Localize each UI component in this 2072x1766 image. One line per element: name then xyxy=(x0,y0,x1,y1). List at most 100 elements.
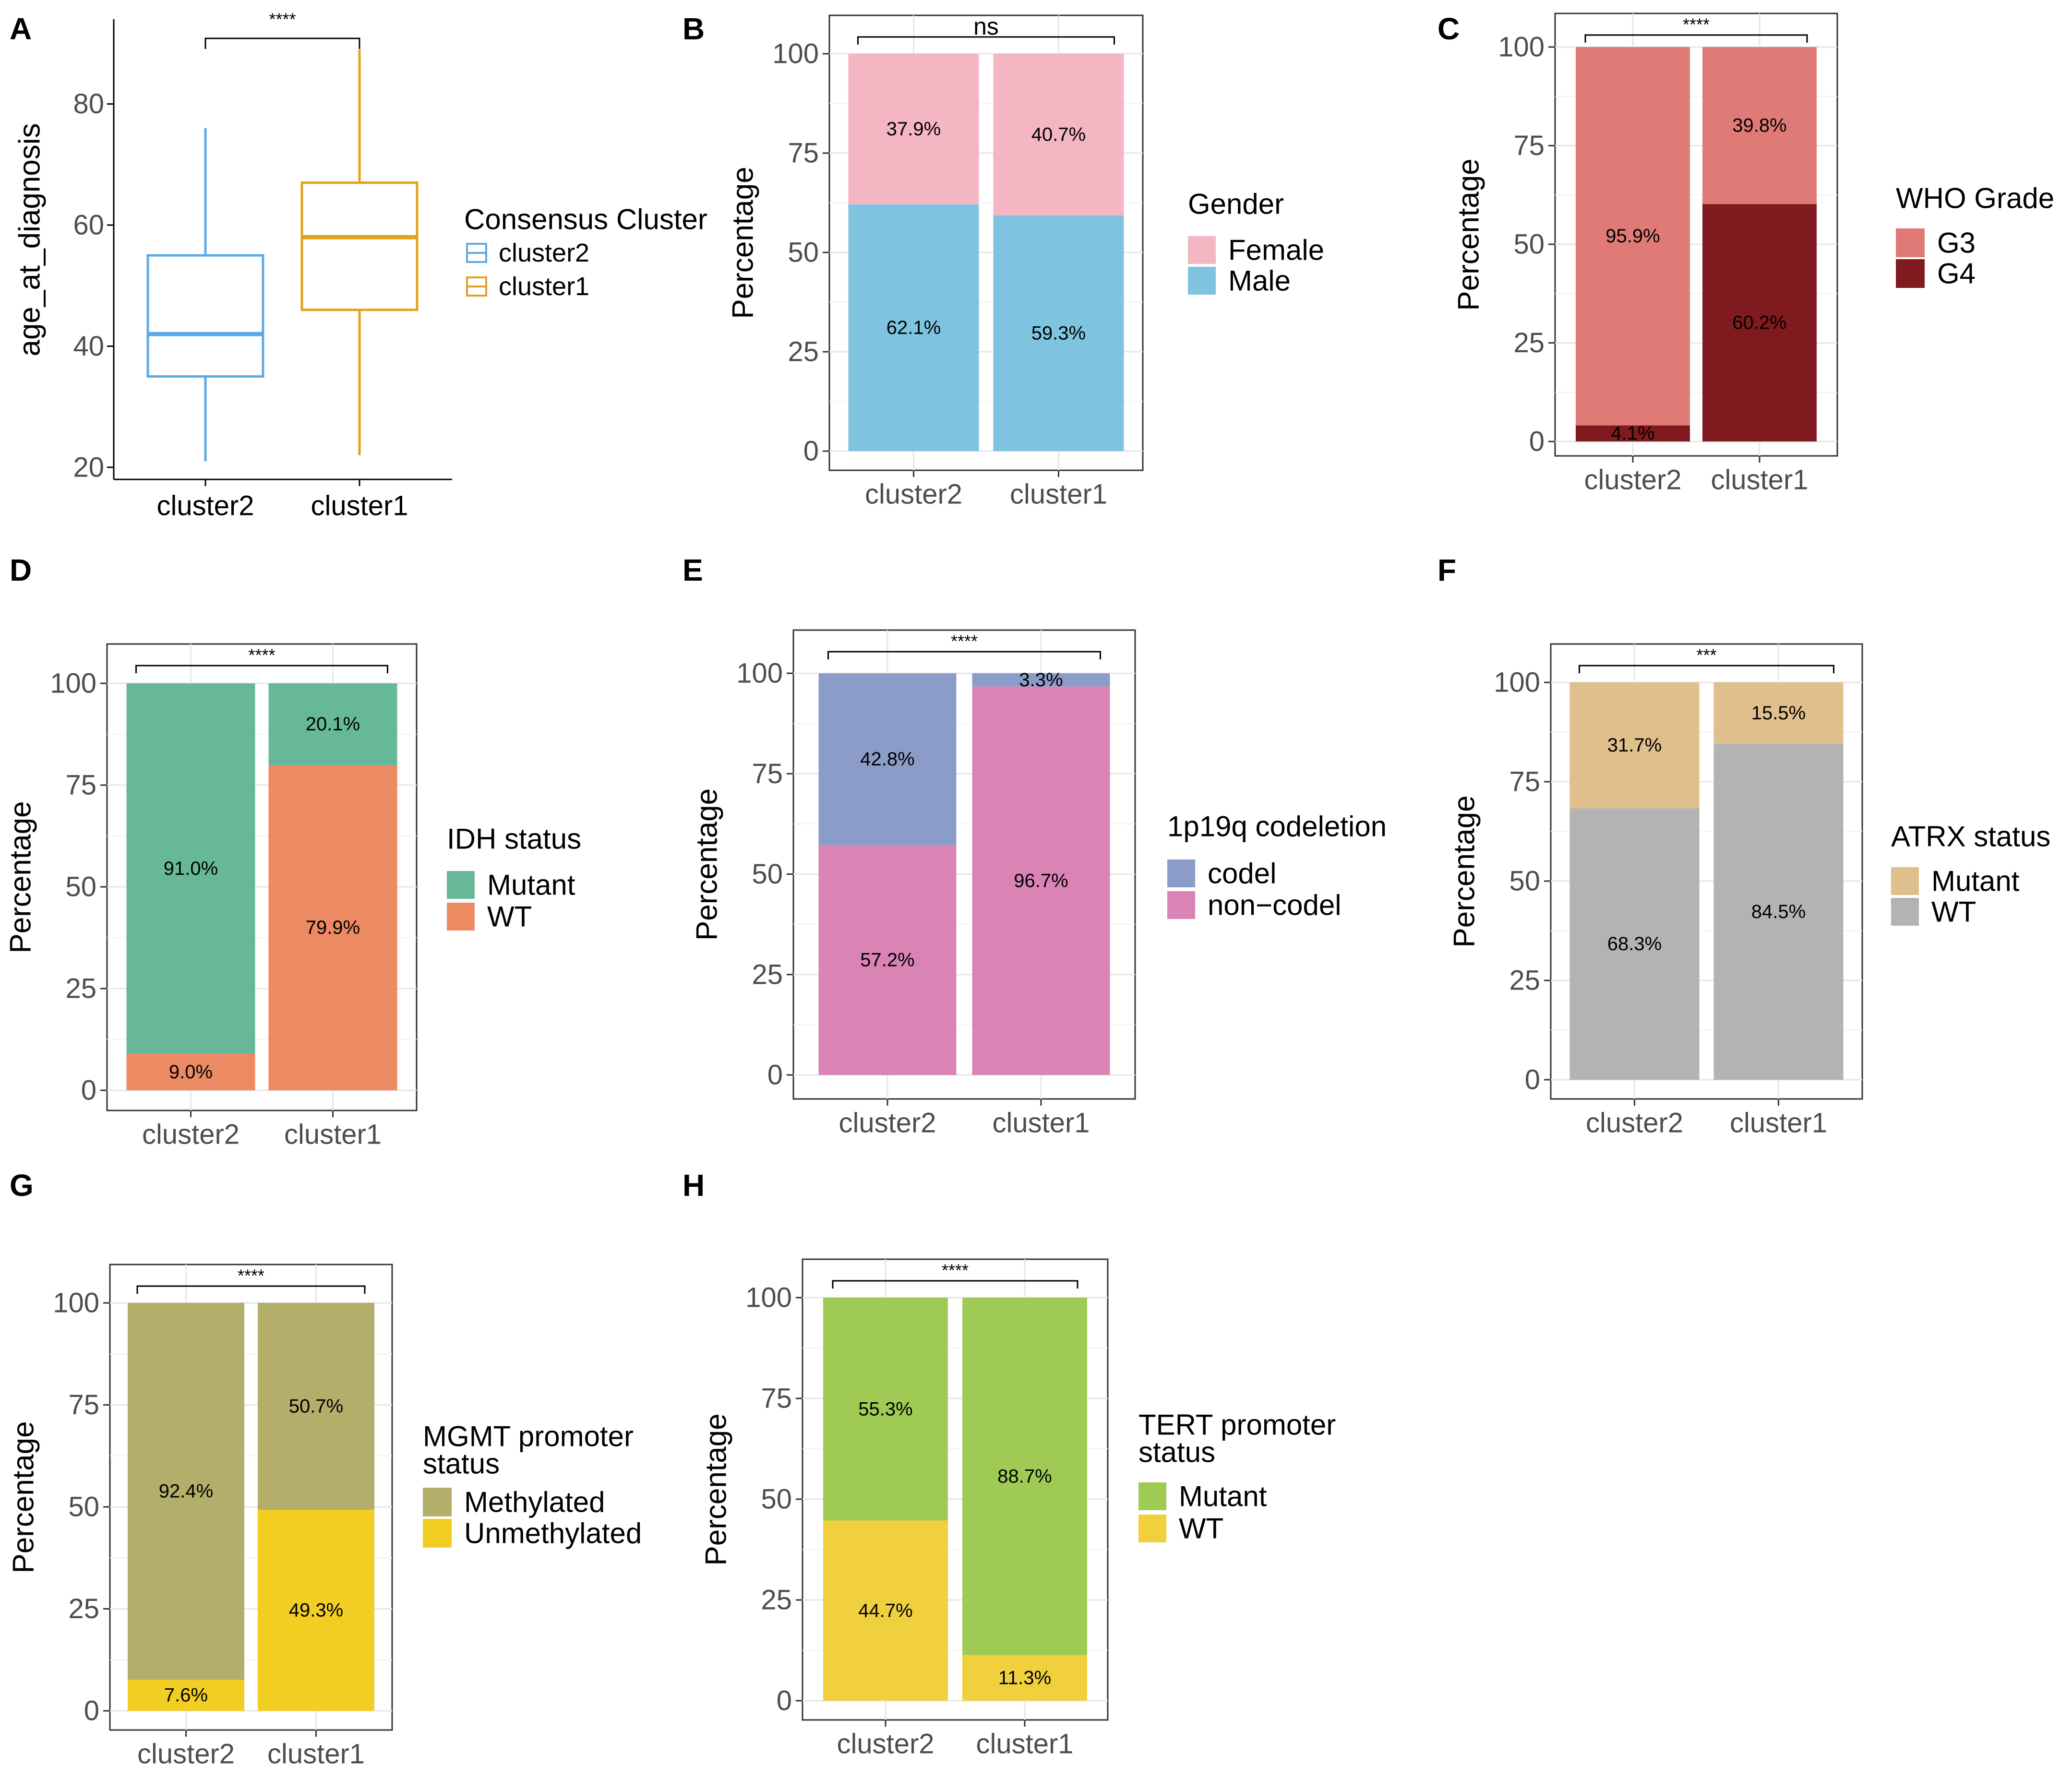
bar-codel-cluster1 xyxy=(972,673,1110,687)
data-label: 92.4% xyxy=(159,1481,213,1502)
y-tick-label: 50 xyxy=(761,1484,792,1515)
bar-wt-cluster1 xyxy=(268,765,397,1090)
data-label: 37.9% xyxy=(886,119,941,140)
data-label: 11.3% xyxy=(998,1668,1051,1689)
significance-label: *** xyxy=(1696,645,1716,665)
significance-label: **** xyxy=(248,645,275,665)
y-tick-label: 0 xyxy=(1525,1064,1540,1096)
panel-D: D 9.0% 91.0% 79.9% 20.1% 0 25 50 75 100 cluster2 cl… xyxy=(4,553,582,1150)
bar-mutant-cluster1 xyxy=(962,1298,1087,1656)
data-label: 15.5% xyxy=(1751,703,1806,724)
x-tick-label: cluster1 xyxy=(976,1729,1073,1760)
bar-wt-cluster2 xyxy=(126,1053,255,1090)
panel-label: C xyxy=(1437,12,1460,46)
legend-label: Female xyxy=(1228,234,1324,266)
data-label: 79.9% xyxy=(306,917,360,938)
bar-mutant-cluster2 xyxy=(1569,682,1700,809)
y-tick-label: 100 xyxy=(772,38,819,70)
significance-label: **** xyxy=(269,10,296,29)
data-label: 59.3% xyxy=(1031,322,1086,344)
y-axis-label: Percentage xyxy=(1452,158,1485,310)
x-tick-label: cluster2 xyxy=(137,1739,235,1766)
y-tick-label: 25 xyxy=(65,973,96,1004)
legend-key-methylated xyxy=(423,1488,452,1516)
x-tick-label: cluster2 xyxy=(1584,465,1681,496)
legend-key-unmethylated xyxy=(423,1519,452,1548)
box-cluster1 xyxy=(300,181,419,311)
data-label: 96.7% xyxy=(1014,870,1068,891)
legend-key-wt xyxy=(447,903,475,931)
legend-title: IDH status xyxy=(447,823,581,855)
legend-key-g3 xyxy=(1896,228,1925,257)
y-tick-label: 50 xyxy=(788,237,819,268)
y-tick-label: 100 xyxy=(736,658,783,689)
significance-label: **** xyxy=(1683,15,1710,35)
legend-key-mutant xyxy=(1891,867,1919,895)
y-tick-label: 75 xyxy=(761,1383,792,1414)
y-axis-label: age_at_diagnosis xyxy=(13,123,47,356)
panel-F: F 68.3% 31.7% 84.5% 15.5% 0 25 50 75 100 cluster2 c… xyxy=(1437,553,2050,1139)
legend-key-mutant xyxy=(447,871,475,899)
panel-label: D xyxy=(10,553,32,587)
y-tick-label: 50 xyxy=(752,859,783,890)
legend-label: Unmethylated xyxy=(464,1517,642,1550)
legend-title: WHO Grade xyxy=(1896,182,2054,215)
data-label: 3.3% xyxy=(1019,669,1063,691)
data-label: 40.7% xyxy=(1031,124,1086,145)
data-label: 42.8% xyxy=(860,749,914,770)
bar-codel-cluster2 xyxy=(818,673,957,846)
bar-mutant-cluster1 xyxy=(268,683,397,765)
legend-label: G4 xyxy=(1937,258,1976,290)
data-label: 91.0% xyxy=(164,858,218,879)
y-tick-label: 100 xyxy=(745,1282,792,1313)
y-tick-label: 50 xyxy=(1513,229,1545,260)
y-tick-label: 0 xyxy=(84,1695,99,1727)
legend-key-codel xyxy=(1167,859,1195,887)
x-tick-label: cluster1 xyxy=(311,490,408,522)
bar-non-codel-cluster2 xyxy=(818,845,957,1075)
y-tick-label: 100 xyxy=(50,668,96,699)
legend-label: Methylated xyxy=(464,1486,605,1518)
box-cluster2 xyxy=(146,254,264,378)
bar-wt-cluster1 xyxy=(1713,744,1844,1080)
panel-G: G 7.6% 92.4% 49.3% 50.7% 0 25 50 75 100 cluster2 cl… xyxy=(7,1168,642,1766)
panel-B: B 62.1% 37.9% 59.3% 40.7% 0 25 50 75 100 cluster2 c… xyxy=(683,12,1324,510)
significance-bracket xyxy=(1584,34,1808,43)
bar-male-cluster1 xyxy=(993,215,1124,451)
y-tick-label: 75 xyxy=(65,770,96,801)
legend-key-non-codel xyxy=(1167,891,1195,919)
bar-wt-cluster1 xyxy=(962,1655,1087,1701)
bar-g3-cluster2 xyxy=(1576,47,1690,426)
y-tick-label: 100 xyxy=(53,1288,99,1319)
legend-label: Male xyxy=(1228,265,1291,297)
data-label: 31.7% xyxy=(1607,735,1662,756)
y-tick-label: 100 xyxy=(1498,32,1545,63)
x-tick-label: cluster1 xyxy=(267,1739,365,1766)
legend-label: Mutant xyxy=(1179,1480,1267,1513)
significance-bracket xyxy=(135,665,388,673)
y-tick-label: 80 xyxy=(73,88,104,119)
panel-A: A 20 40 60 80 cluster2 cluster1 age_at_diagnosi… xyxy=(10,10,707,522)
x-tick-label: cluster1 xyxy=(1010,479,1107,510)
bar-g4-cluster1 xyxy=(1702,204,1817,442)
panel-label: F xyxy=(1437,553,1456,587)
bar-wt-cluster2 xyxy=(823,1520,948,1701)
legend-label: cluster1 xyxy=(499,272,589,301)
significance-bracket xyxy=(827,651,1101,659)
legend-key-wt xyxy=(1891,898,1919,926)
legend-label: codel xyxy=(1208,858,1276,890)
legend-key-mutant xyxy=(1138,1482,1166,1510)
panel-C: C 4.1% 95.9% 60.2% 39.8% 0 25 50 75 100 cluster2 cl… xyxy=(1437,12,2054,496)
x-tick-label: cluster1 xyxy=(992,1108,1090,1139)
data-label: 55.3% xyxy=(858,1398,912,1420)
bar-mutant-cluster2 xyxy=(126,683,255,1054)
y-axis-label: Percentage xyxy=(1448,795,1481,947)
legend-key-wt xyxy=(1138,1515,1166,1542)
data-label: 50.7% xyxy=(289,1396,343,1417)
data-label: 20.1% xyxy=(306,714,360,735)
data-label: 39.8% xyxy=(1732,115,1786,136)
bar-male-cluster2 xyxy=(848,204,979,451)
x-tick-label: cluster2 xyxy=(837,1729,934,1760)
panel-label: B xyxy=(683,12,705,46)
